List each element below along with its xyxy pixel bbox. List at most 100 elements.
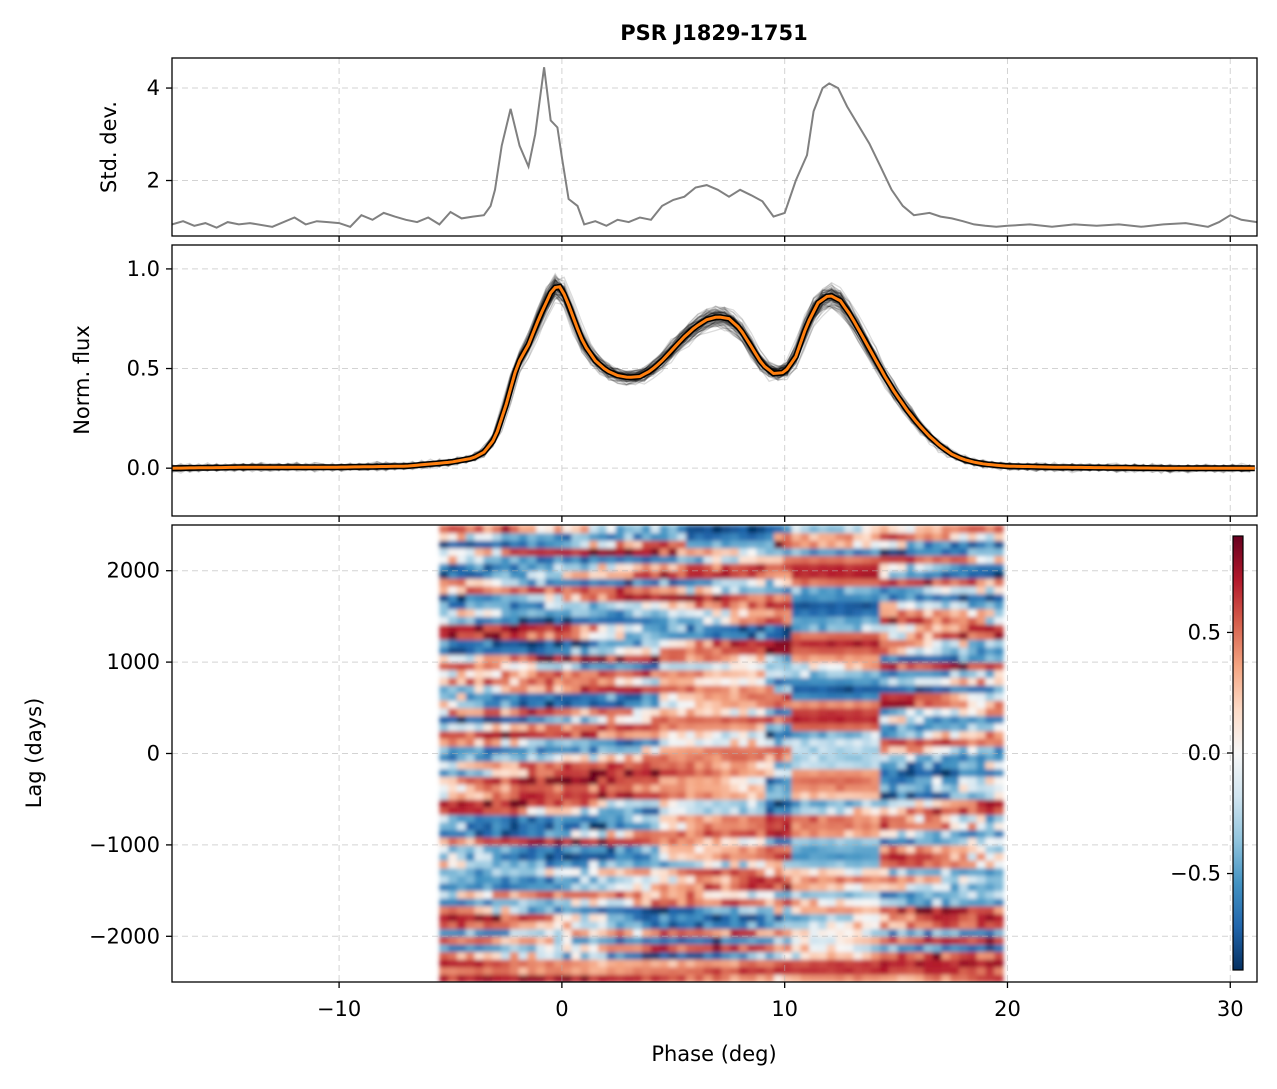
- heatmap-cell: [545, 540, 554, 548]
- heatmap-cell: [818, 738, 827, 746]
- heatmap-cell: [924, 868, 933, 876]
- heatmap-cell: [580, 952, 589, 960]
- heatmap-cell: [483, 616, 492, 624]
- heatmap-cell: [977, 906, 986, 914]
- heatmap-cell: [933, 898, 942, 906]
- heatmap-cell: [536, 807, 545, 815]
- heatmap-cell: [545, 822, 554, 830]
- heatmap-cell: [994, 913, 1003, 921]
- heatmap-cell: [959, 700, 968, 708]
- heatmap-cell: [880, 830, 889, 838]
- heatmap-cell: [800, 837, 809, 845]
- heatmap-cell: [633, 616, 642, 624]
- heatmap-cell: [580, 639, 589, 647]
- heatmap-cell: [439, 891, 448, 899]
- heatmap-cell: [880, 525, 889, 533]
- heatmap-cell: [906, 769, 915, 777]
- heatmap-cell: [765, 693, 774, 701]
- heatmap-cell: [501, 624, 510, 632]
- heatmap-cell: [933, 624, 942, 632]
- heatmap-cell: [439, 936, 448, 944]
- heatmap-cell: [624, 754, 633, 762]
- heatmap-cell: [871, 670, 880, 678]
- heatmap-cell: [906, 761, 915, 769]
- heatmap-cell: [712, 563, 721, 571]
- heatmap-cell: [721, 853, 730, 861]
- heatmap-cell: [677, 578, 686, 586]
- heatmap-cell: [695, 616, 704, 624]
- heatmap-cell: [475, 548, 484, 556]
- heatmap-cell: [739, 814, 748, 822]
- heatmap-cell: [642, 807, 651, 815]
- heatmap-cell: [448, 761, 457, 769]
- heatmap-cell: [686, 967, 695, 975]
- heatmap-cell: [501, 830, 510, 838]
- heatmap-cell: [677, 807, 686, 815]
- heatmap-cell: [492, 830, 501, 838]
- heatmap-cell: [677, 563, 686, 571]
- heatmap-cell: [519, 769, 528, 777]
- heatmap-cell: [933, 837, 942, 845]
- heatmap-cell: [809, 601, 818, 609]
- heatmap-cell: [633, 639, 642, 647]
- heatmap-cell: [598, 853, 607, 861]
- heatmap-cell: [633, 738, 642, 746]
- heat-ytick-label: −1000: [89, 833, 160, 857]
- heatmap-cell: [906, 693, 915, 701]
- heatmap-cell: [686, 868, 695, 876]
- heatmap-cell: [941, 837, 950, 845]
- heatmap-cell: [510, 578, 519, 586]
- heatmap-cell: [941, 533, 950, 541]
- heatmap-cell: [792, 670, 801, 678]
- heatmap-cell: [880, 891, 889, 899]
- heatmap-cell: [695, 853, 704, 861]
- heatmap-cell: [598, 601, 607, 609]
- heatmap-cell: [924, 837, 933, 845]
- heatmap-cell: [994, 921, 1003, 929]
- heatmap-cell: [607, 670, 616, 678]
- heatmap-cell: [633, 723, 642, 731]
- heatmap-cell: [686, 540, 695, 548]
- heatmap-cell: [624, 936, 633, 944]
- heatmap-cell: [897, 799, 906, 807]
- heatmap-cell: [730, 967, 739, 975]
- heatmap-cell: [730, 700, 739, 708]
- heatmap-cell: [466, 738, 475, 746]
- heatmap-cell: [765, 609, 774, 617]
- heatmap-cell: [624, 967, 633, 975]
- heatmap-cell: [774, 731, 783, 739]
- heatmap-cell: [977, 883, 986, 891]
- heatmap-cell: [695, 715, 704, 723]
- heatmap-cell: [475, 746, 484, 754]
- heatmap-cell: [756, 746, 765, 754]
- heatmap-cell: [994, 715, 1003, 723]
- heatmap-cell: [510, 845, 519, 853]
- heatmap-cell: [624, 959, 633, 967]
- heatmap-cell: [941, 700, 950, 708]
- heatmap-cell: [844, 921, 853, 929]
- heatmap-cell: [651, 662, 660, 670]
- heatmap-cell: [668, 609, 677, 617]
- heatmap-cell: [704, 624, 713, 632]
- heatmap-cell: [660, 814, 669, 822]
- heatmap-cell: [695, 875, 704, 883]
- heatmap-cell: [598, 731, 607, 739]
- heatmap-cell: [668, 731, 677, 739]
- heatmap-cell: [642, 853, 651, 861]
- heatmap-cell: [536, 700, 545, 708]
- heatmap-cell: [695, 601, 704, 609]
- heatmap-cell: [889, 548, 898, 556]
- heatmap-cell: [853, 662, 862, 670]
- heatmap-cell: [871, 662, 880, 670]
- heatmap-cell: [545, 860, 554, 868]
- heatmap-cell: [836, 792, 845, 800]
- std-ytick-label: 2: [147, 169, 160, 193]
- heatmap-cell: [589, 723, 598, 731]
- heatmap-cell: [968, 723, 977, 731]
- heatmap-cell: [985, 761, 994, 769]
- heatmap-cell: [800, 609, 809, 617]
- heatmap-cell: [695, 639, 704, 647]
- heatmap-cell: [624, 784, 633, 792]
- heatmap-cell: [510, 662, 519, 670]
- heatmap-cell: [897, 738, 906, 746]
